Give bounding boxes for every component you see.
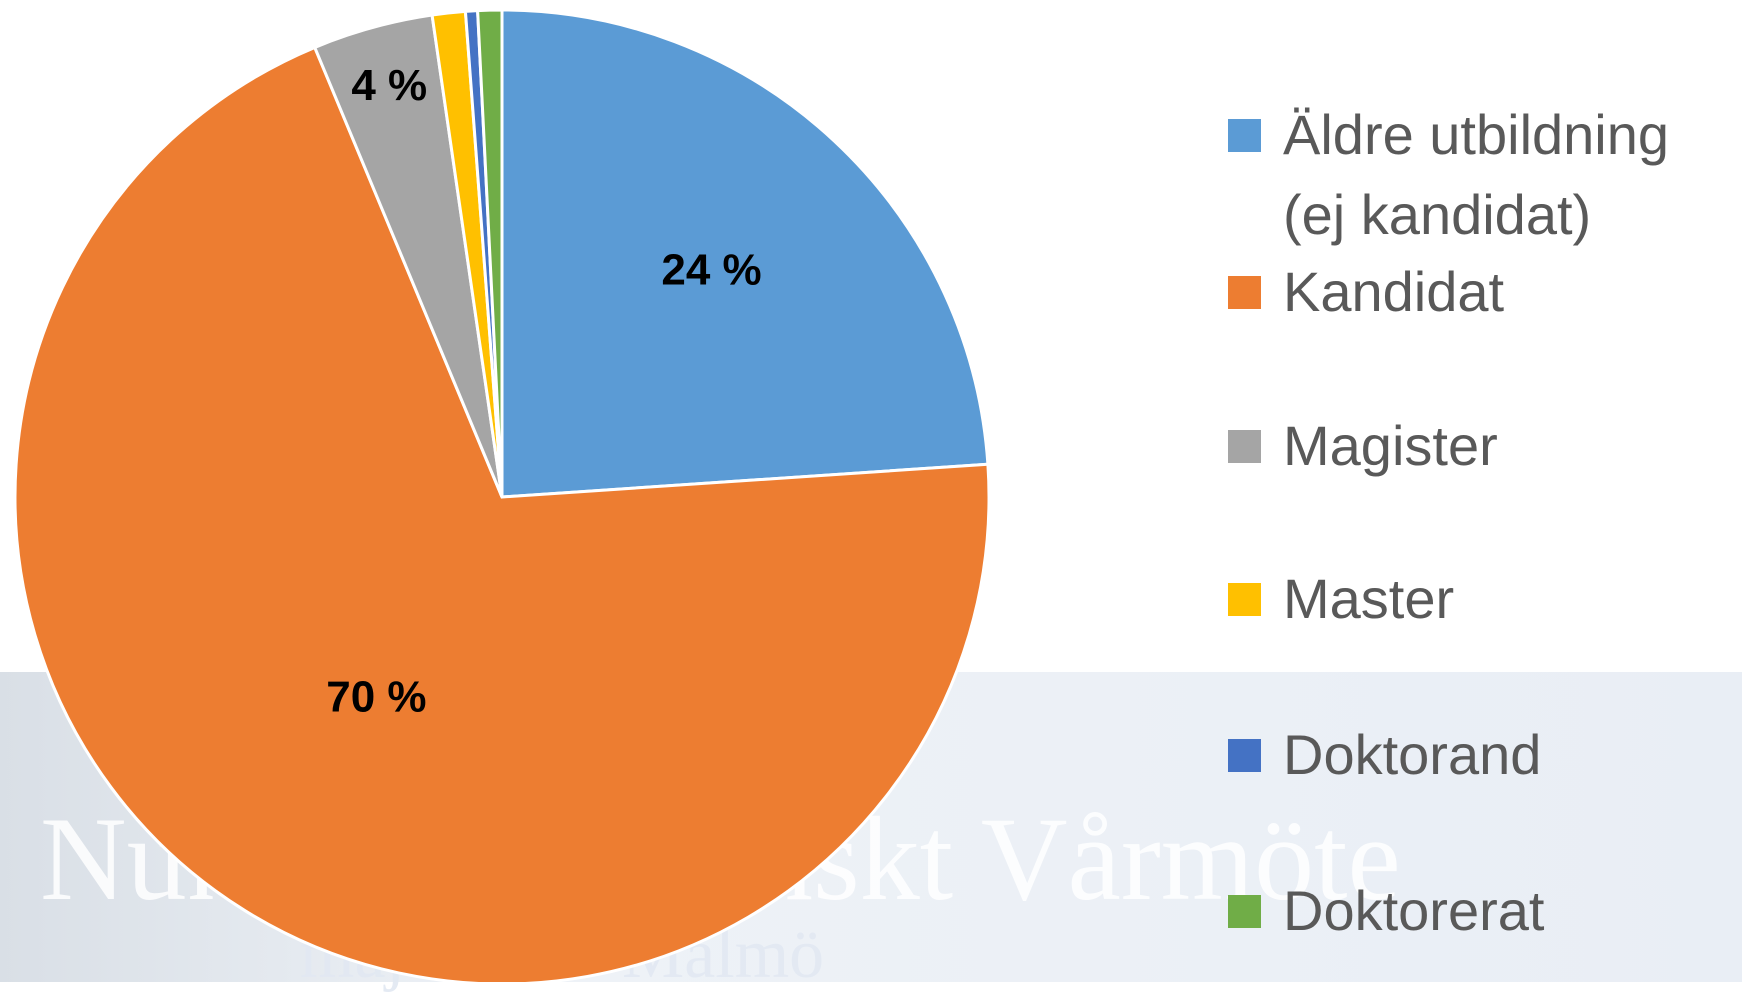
legend-swatch	[1228, 119, 1261, 152]
legend-item: Master	[1228, 559, 1742, 639]
legend-swatch	[1228, 276, 1261, 309]
legend-label: Doktorerat	[1283, 871, 1742, 951]
data-label: 24 %	[661, 245, 761, 294]
legend-item: Doktorerat	[1228, 871, 1742, 951]
legend-label: Äldre utbildning (ej kandidat)	[1283, 95, 1742, 255]
legend-swatch	[1228, 739, 1261, 772]
legend-label: Doktorand	[1283, 715, 1742, 795]
data-label: 4 %	[351, 61, 427, 110]
legend-label: Magister	[1283, 406, 1742, 486]
page: Nuklearmedicinskt Vårmöte maj 2019 • Mal…	[0, 0, 1742, 982]
data-label: 70 %	[326, 673, 426, 722]
legend-swatch	[1228, 430, 1261, 463]
legend-label: Master	[1283, 559, 1742, 639]
legend-item: Kandidat	[1228, 252, 1742, 332]
legend-swatch	[1228, 583, 1261, 616]
legend-item: Äldre utbildning (ej kandidat)	[1228, 95, 1742, 255]
legend-item: Doktorand	[1228, 715, 1742, 795]
legend-swatch	[1228, 895, 1261, 928]
legend-item: Magister	[1228, 406, 1742, 486]
legend-label: Kandidat	[1283, 252, 1742, 332]
